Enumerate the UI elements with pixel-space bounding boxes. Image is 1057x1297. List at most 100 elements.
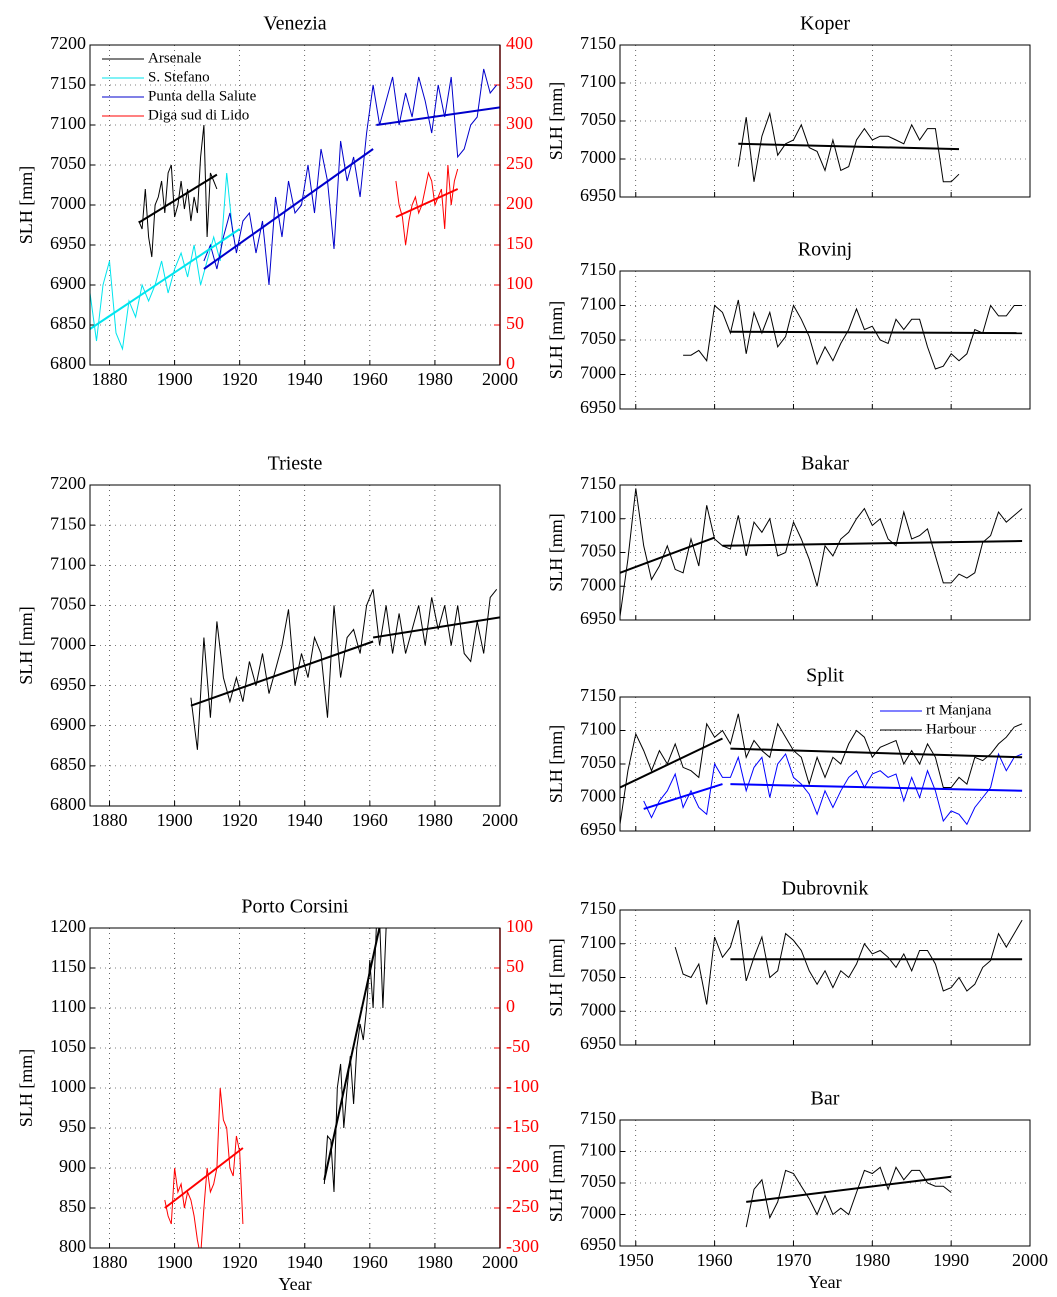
y-tick-label: 7100: [580, 71, 616, 91]
y-tick-label: 7100: [580, 294, 616, 314]
y-axis-label: SLH [mm]: [16, 166, 36, 245]
x-tick-label: 1920: [222, 1252, 258, 1272]
plot-frame: [619, 484, 1031, 621]
plot-frame: [619, 44, 1031, 198]
y-tick-label: 6950: [580, 1033, 616, 1053]
y2-tick-label: 200: [506, 193, 533, 213]
y-tick-label: 7000: [580, 786, 616, 806]
y2-tick-label: 0: [506, 996, 515, 1016]
y-axis-label: SLH [mm]: [546, 513, 566, 592]
series-group: [620, 488, 1023, 617]
y-tick-label: 6850: [50, 754, 86, 774]
y-tick-label: 6800: [50, 794, 86, 814]
legend-label: rt Manjana: [926, 702, 992, 718]
y-tick-label: 7000: [50, 193, 86, 213]
y-tick-label: 7050: [580, 1171, 616, 1191]
x-tick-label: 1920: [222, 369, 258, 389]
y-tick-label: 1100: [51, 996, 86, 1016]
data-line: [620, 713, 1023, 825]
series-group: [190, 588, 500, 750]
y-axis-label: SLH [mm]: [546, 938, 566, 1017]
series-group: [620, 713, 1023, 826]
y-tick-label: 7050: [580, 752, 616, 772]
y2-tick-label: 0: [506, 353, 515, 373]
data-line: [376, 106, 500, 126]
y-tick-label: 6850: [50, 313, 86, 333]
y-tick-label: 7100: [580, 932, 616, 952]
data-line: [737, 111, 960, 183]
y-tick-label: 900: [59, 1156, 86, 1176]
plot-frame: [89, 484, 501, 807]
x-tick-label: 1940: [287, 810, 323, 830]
data-line: [722, 540, 1023, 547]
y-tick-label: 7050: [50, 153, 86, 173]
x-tick-label: 1880: [92, 810, 128, 830]
y-tick-label: 7100: [580, 1140, 616, 1160]
x-tick-label: 1940: [287, 369, 323, 389]
x-tick-label: 1960: [352, 1252, 388, 1272]
y-tick-label: 7150: [580, 473, 616, 493]
data-line: [138, 173, 218, 224]
legend-label: S. Stefano: [148, 69, 210, 85]
y-tick-label: 6950: [50, 233, 86, 253]
data-line: [203, 68, 498, 286]
y-tick-label: 6950: [580, 1234, 616, 1254]
y-tick-label: 7100: [50, 113, 86, 133]
data-line: [190, 588, 498, 750]
x-tick-label: 1980: [417, 810, 453, 830]
panel: Bakar SLH [mm] 6950 7000 7050 7100 7150: [546, 453, 1031, 628]
legend: Arsenale S. Stefano Punta della Salute Diga…: [102, 50, 257, 123]
data-line: [730, 330, 1023, 335]
y-tick-label: 7000: [580, 1203, 616, 1223]
plot-frame: [619, 909, 1031, 1046]
chart-title: Venezia: [263, 13, 326, 35]
series-group: [674, 919, 1023, 1005]
y2-tick-label: 50: [506, 956, 524, 976]
x-tick-label: 1970: [775, 1250, 811, 1270]
panel: Trieste SLH [mm] 1880 1900 1920 1940 1960 1980 2…: [16, 453, 518, 831]
y2-tick-label: 100: [506, 273, 533, 293]
x-tick-label: 1960: [697, 1250, 733, 1270]
y-tick-label: 6800: [50, 353, 86, 373]
y-axis-label: SLH [mm]: [546, 1144, 566, 1223]
y-tick-label: 7050: [580, 328, 616, 348]
y-tick-label: 7150: [50, 73, 86, 93]
plot-frame: [619, 270, 1031, 410]
x-tick-label: 2000: [482, 1252, 518, 1272]
y-tick-label: 7000: [580, 363, 616, 383]
x-axis-label: Year: [278, 1274, 311, 1294]
panel: Porto Corsini SLH [mm] Year 1880 1900 1920 194…: [16, 896, 539, 1295]
legend: rt Manjana Harbour: [880, 702, 992, 737]
data-line: [395, 188, 459, 218]
y-tick-label: 7000: [580, 147, 616, 167]
y-tick-label: 7150: [580, 1108, 616, 1128]
data-line: [90, 172, 234, 351]
data-line: [395, 164, 459, 246]
series-group: [90, 68, 500, 351]
data-line: [203, 148, 374, 270]
y-tick-label: 6950: [580, 185, 616, 205]
y-tick-label: 7150: [580, 259, 616, 279]
y2-tick-label: 250: [506, 153, 533, 173]
y-tick-label: 7000: [580, 999, 616, 1019]
chart-title: Koper: [800, 13, 850, 35]
y-tick-label: 1200: [50, 916, 86, 936]
y-tick-label: 7200: [50, 33, 86, 53]
y2-tick-label: 100: [506, 916, 533, 936]
chart-title: Rovinj: [798, 239, 852, 261]
y-tick-label: 7050: [50, 594, 86, 614]
series-group: [683, 299, 1023, 370]
y2-tick-label: 50: [506, 313, 524, 333]
y2-tick-label: 300: [506, 113, 533, 133]
plot-frame: [89, 927, 501, 1249]
legend-label: Harbour: [926, 721, 976, 737]
y2-tick-label: -100: [506, 1076, 539, 1096]
x-tick-label: 2000: [482, 810, 518, 830]
chart-title: Bakar: [801, 453, 849, 475]
y2-tick-label: 350: [506, 73, 533, 93]
series-group: [745, 1166, 952, 1228]
x-tick-label: 1880: [92, 1252, 128, 1272]
data-line: [738, 142, 960, 151]
y-tick-label: 6950: [580, 608, 616, 628]
x-tick-label: 1920: [222, 810, 258, 830]
